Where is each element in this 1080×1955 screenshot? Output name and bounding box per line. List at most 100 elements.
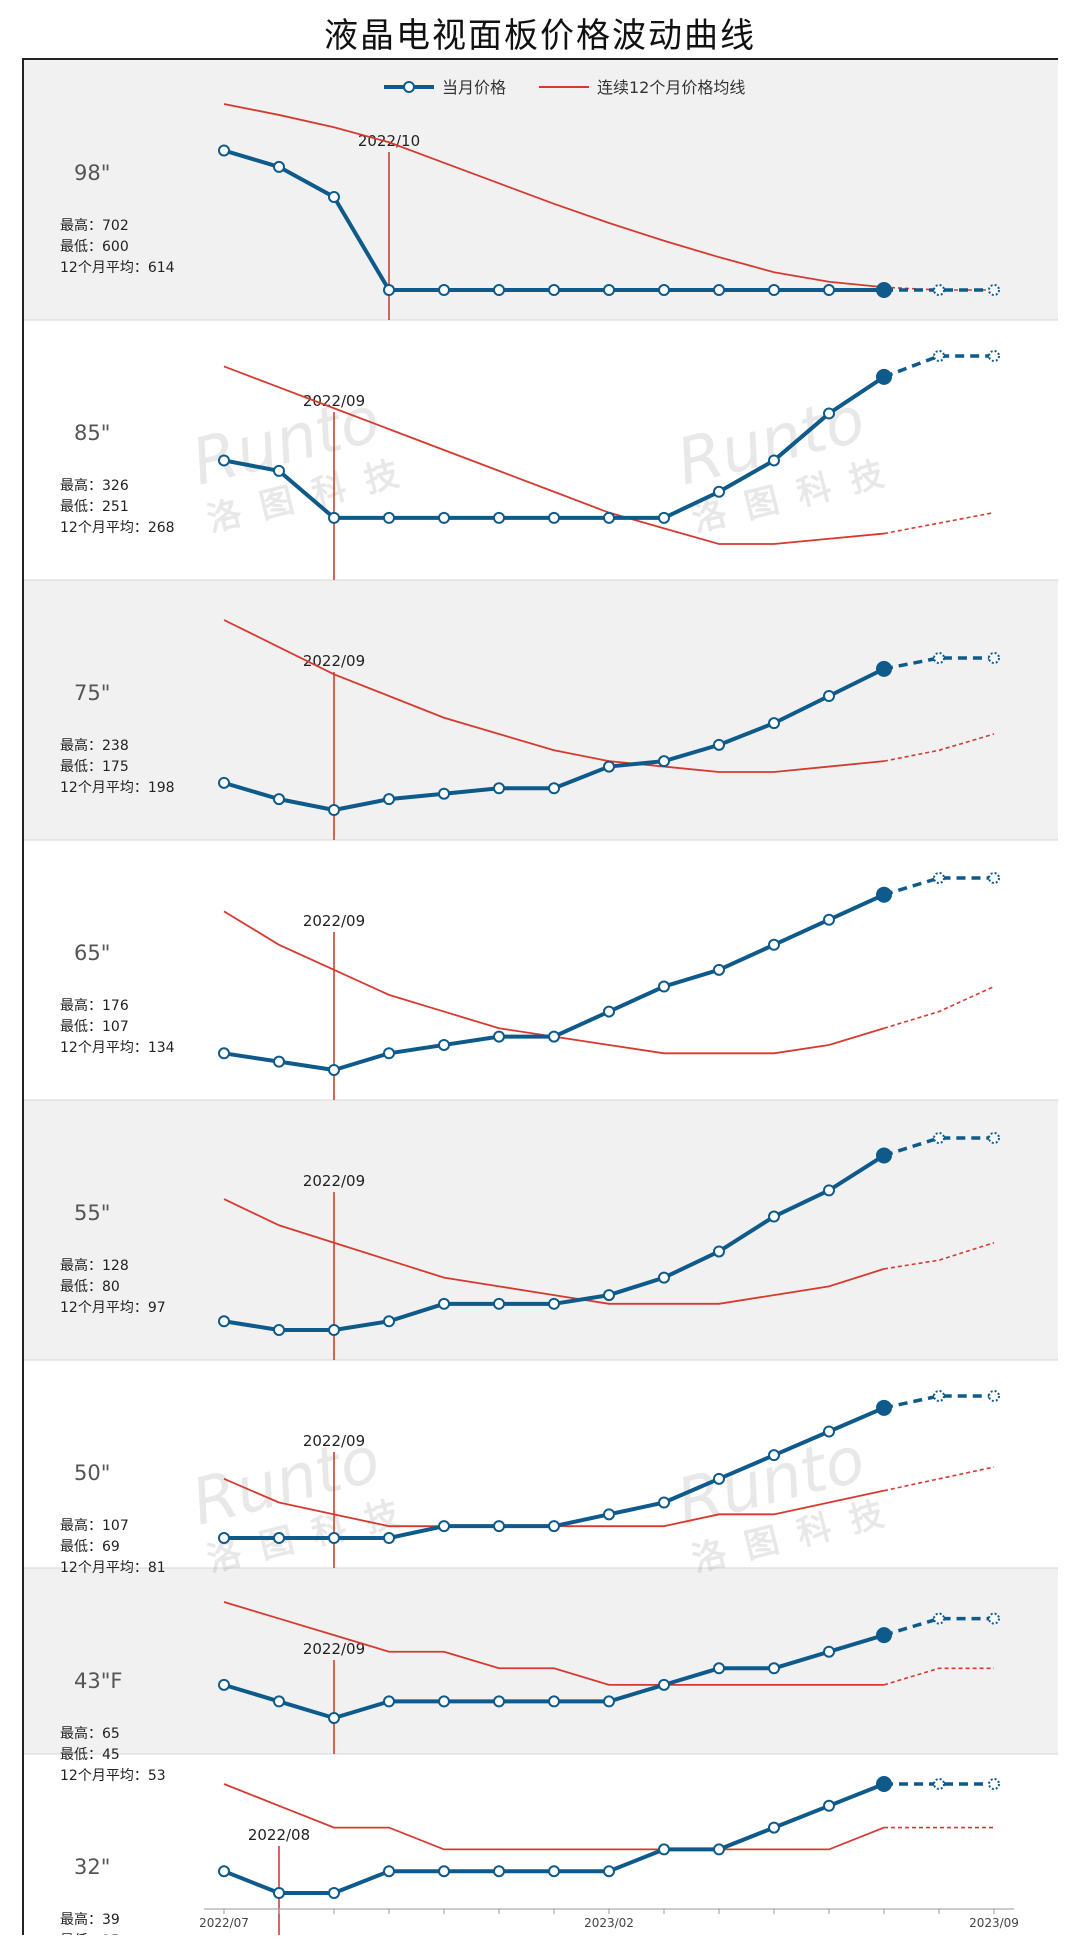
data-point <box>438 1038 450 1051</box>
marker-label: 2022/09 <box>303 1432 365 1450</box>
panel-min-label: 最低：45 <box>60 1747 120 1763</box>
panel-background <box>24 60 1058 320</box>
data-point <box>823 1799 835 1812</box>
data-point <box>218 1865 230 1878</box>
marker-label: 2022/10 <box>358 132 420 150</box>
data-point-current <box>876 1147 892 1164</box>
data-point <box>823 1425 835 1438</box>
data-point <box>383 511 395 524</box>
data-point-forecast <box>933 284 945 296</box>
data-point <box>273 1055 285 1068</box>
data-point <box>328 804 340 816</box>
data-point <box>658 1678 670 1691</box>
x-tick-label: 2023/02 <box>584 1916 634 1930</box>
panel-avg-label: 12个月平均：134 <box>60 1040 175 1056</box>
data-point-current <box>876 1399 892 1416</box>
data-point <box>383 1695 395 1708</box>
data-point <box>493 511 505 524</box>
data-point <box>768 454 780 467</box>
average-line <box>223 1198 885 1305</box>
data-point <box>383 1315 395 1328</box>
data-point <box>603 1289 615 1302</box>
current-forecast-line <box>883 1394 994 1410</box>
data-point <box>658 1843 670 1856</box>
data-point <box>383 284 395 296</box>
panel-background <box>24 1754 1058 1935</box>
panel-min-label: 最低：600 <box>60 239 129 255</box>
current-forecast-line <box>883 876 994 897</box>
data-point <box>603 284 615 296</box>
data-point <box>383 1865 395 1878</box>
data-point <box>658 1496 670 1509</box>
data-point <box>603 1695 615 1708</box>
data-point <box>658 980 670 993</box>
data-point <box>493 782 505 795</box>
data-point <box>713 485 725 498</box>
data-point-current <box>876 1627 892 1644</box>
data-point <box>713 1843 725 1856</box>
data-point <box>768 1449 780 1462</box>
panel-max-label: 最高：238 <box>60 737 129 754</box>
data-point <box>658 511 670 524</box>
data-point <box>823 1645 835 1658</box>
panel-min-label: 最低：175 <box>60 759 129 775</box>
data-point <box>658 755 670 768</box>
data-point <box>273 464 285 477</box>
data-point <box>218 144 230 157</box>
average-line <box>223 1601 884 1686</box>
data-point <box>328 1324 340 1336</box>
panel-background <box>24 840 1058 1100</box>
panel-avg-label: 12个月平均：53 <box>60 1768 166 1784</box>
data-point <box>768 284 780 296</box>
average-forecast-line <box>883 733 995 762</box>
data-point-forecast <box>988 1612 1000 1625</box>
data-point-forecast <box>988 652 1000 664</box>
data-point <box>713 1245 725 1258</box>
current-forecast-line <box>883 1136 994 1158</box>
x-tick-label: 2022/07 <box>199 1916 249 1930</box>
legend-current-label: 当月价格 <box>442 78 506 97</box>
average-line <box>223 365 885 545</box>
panel-size-label: 43"F <box>74 1669 122 1693</box>
data-point <box>493 284 505 296</box>
panel-min-label: 最低：251 <box>60 499 129 515</box>
data-point <box>273 160 285 173</box>
panel-max-label: 最高：702 <box>60 217 129 234</box>
marker-label: 2022/08 <box>248 1826 310 1844</box>
data-point <box>603 1865 615 1878</box>
data-point-current <box>876 660 892 677</box>
current-forecast-line <box>883 656 994 671</box>
data-point <box>383 793 395 806</box>
data-point <box>493 1865 505 1878</box>
panel-size-label: 55" <box>74 1201 110 1225</box>
panel-min-label: 最低：25 <box>60 1933 120 1935</box>
data-point <box>768 717 780 730</box>
data-point-forecast <box>988 1132 1000 1144</box>
data-point-forecast <box>933 1390 945 1402</box>
data-point <box>328 511 340 524</box>
data-point <box>218 1532 230 1544</box>
data-point <box>438 1520 450 1533</box>
data-point <box>768 1821 780 1834</box>
panel-min-label: 最低：80 <box>60 1279 120 1295</box>
data-point <box>493 1297 505 1310</box>
current-forecast-line <box>883 354 994 379</box>
data-point-forecast <box>988 872 1000 884</box>
chart-title: 液晶电视面板价格波动曲线 <box>324 16 756 56</box>
panel-max-label: 最高：65 <box>60 1725 120 1742</box>
panel-max-label: 最高：107 <box>60 1517 129 1534</box>
data-point <box>548 284 560 296</box>
data-point-forecast <box>933 1778 945 1790</box>
panel-size-label: 98" <box>74 161 110 185</box>
legend-average-label: 连续12个月价格均线 <box>597 78 745 97</box>
data-point <box>383 1047 395 1060</box>
data-point <box>548 1030 560 1043</box>
data-point <box>493 1030 505 1043</box>
average-forecast-line <box>883 1667 994 1686</box>
data-point <box>548 782 560 795</box>
data-point <box>713 963 725 976</box>
panel-background <box>24 580 1058 840</box>
data-point-current <box>876 368 892 385</box>
data-point <box>493 1695 505 1708</box>
data-point <box>218 1047 230 1060</box>
